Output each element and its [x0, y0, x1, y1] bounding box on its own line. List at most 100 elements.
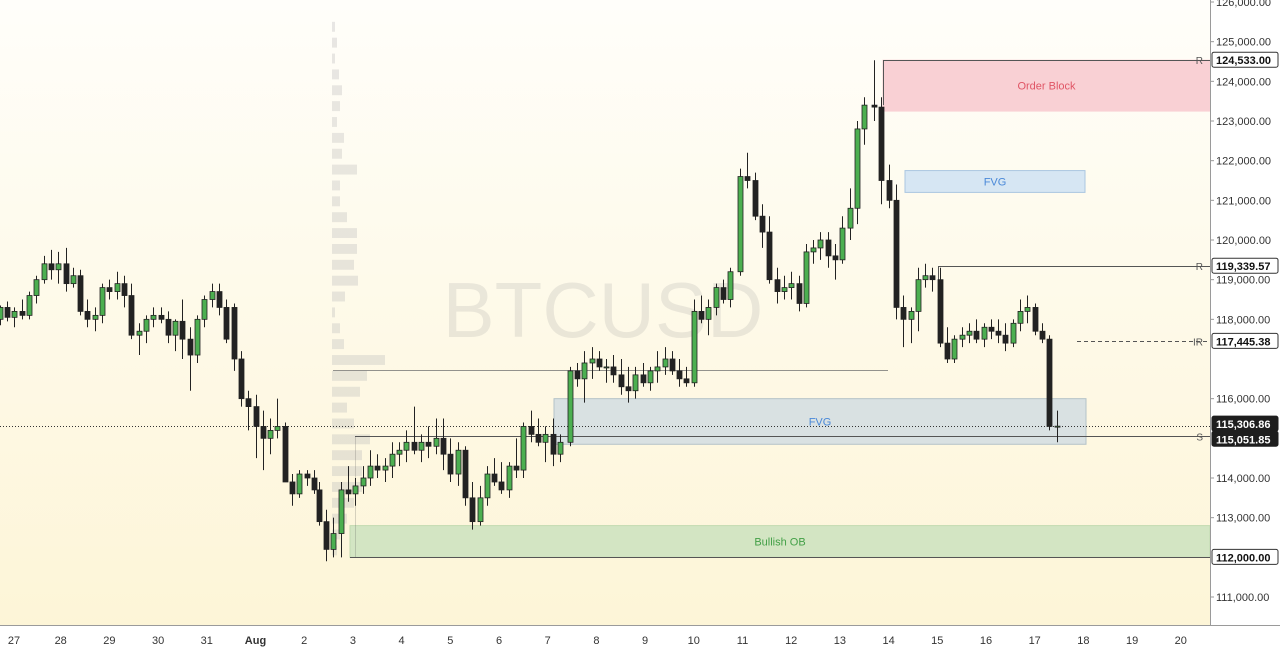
candle-body [647, 370, 654, 384]
candle-body [632, 374, 639, 392]
candle [995, 319, 1002, 344]
candle [70, 267, 77, 288]
candle-body [937, 279, 944, 344]
candle [396, 442, 403, 467]
volume-profile-bar [332, 434, 370, 445]
candle [922, 263, 929, 288]
candle-body [825, 239, 832, 257]
candle-body [803, 251, 810, 304]
candle-body [944, 342, 951, 360]
candle-body [567, 370, 574, 443]
candle [796, 275, 803, 312]
candle-body [143, 318, 150, 332]
candle [1024, 295, 1031, 324]
candle-body [618, 374, 625, 388]
y-tick-label: 118,000.00 [1216, 314, 1270, 326]
candle-body [839, 227, 846, 261]
x-tick-label: 6 [496, 635, 502, 647]
price-label-box [1211, 548, 1279, 565]
candle-body [498, 481, 505, 491]
volume-profile-bar [332, 481, 362, 492]
x-tick-label: 17 [1029, 635, 1041, 647]
candle [1017, 299, 1024, 332]
candle-body [19, 310, 26, 316]
candle-body [550, 433, 557, 455]
candle-body [542, 433, 549, 443]
y-tick-label: 126,000.00 [1216, 0, 1271, 9]
candle-body [610, 366, 617, 376]
x-tick-label: 27 [8, 635, 20, 647]
x-tick-label: 9 [642, 635, 648, 647]
candle [981, 323, 988, 348]
level-marker-2: IR [1193, 337, 1203, 348]
candle-body [26, 295, 33, 316]
candle [136, 323, 143, 356]
candle [253, 394, 260, 459]
candle [484, 466, 491, 506]
y-tick-label: 116,000.00 [1216, 394, 1270, 406]
candle [878, 97, 885, 205]
candle [944, 327, 951, 363]
volume-profile-bar [332, 180, 340, 191]
candle-body [871, 104, 878, 108]
candle-body [425, 441, 432, 447]
candle-body [720, 287, 727, 300]
candle [893, 184, 900, 320]
candle [0, 305, 4, 326]
candle [150, 307, 157, 328]
volume-profile-bar [332, 466, 362, 477]
volume-profile-bar [332, 307, 335, 318]
candle [1046, 335, 1053, 431]
candle-body [625, 386, 632, 392]
candle-body [506, 465, 513, 491]
candle [462, 446, 469, 506]
candle [209, 283, 216, 308]
candle-body [462, 449, 469, 499]
candle [352, 478, 359, 506]
price-label-box [1211, 257, 1279, 274]
candle-body [330, 533, 337, 550]
candle-body [1010, 322, 1017, 344]
candle [662, 347, 669, 375]
candle-body [513, 465, 520, 471]
candle-body [389, 453, 396, 467]
candle [19, 299, 26, 320]
candle-body [374, 465, 381, 471]
candle [260, 410, 267, 471]
candle-body [382, 465, 389, 471]
x-tick-label: 3 [350, 635, 356, 647]
x-tick-label: 18 [1077, 635, 1089, 647]
candle-body [603, 366, 610, 369]
candle-body [596, 358, 603, 368]
candle-body [253, 406, 260, 427]
candle [26, 291, 33, 320]
candle [871, 60, 878, 121]
candle-body [70, 275, 77, 285]
candle-body [345, 489, 352, 495]
candle [705, 299, 712, 336]
candle-body [209, 291, 216, 300]
candle-body [959, 334, 966, 340]
price-label: 119,339.57 [1216, 261, 1270, 273]
price-label-box [1211, 430, 1279, 447]
candle-body [662, 358, 669, 368]
candle [330, 517, 337, 558]
volume-profile-bar [332, 386, 360, 397]
candle [683, 366, 690, 387]
level-marker-1: R [1196, 262, 1203, 273]
candle [48, 249, 55, 280]
candle [311, 470, 318, 494]
candle-body [854, 128, 861, 209]
x-tick-label: 16 [980, 635, 992, 647]
candle-body [973, 330, 980, 340]
candle [676, 359, 683, 387]
candle [433, 418, 440, 455]
candle [847, 188, 854, 240]
candle-body [847, 207, 854, 229]
candle-body [698, 310, 705, 320]
candle-body [403, 441, 410, 451]
candle [179, 299, 186, 359]
candle-body [304, 473, 311, 479]
price-label: 124,533.00 [1216, 55, 1271, 67]
zone-0 [882, 59, 1211, 112]
